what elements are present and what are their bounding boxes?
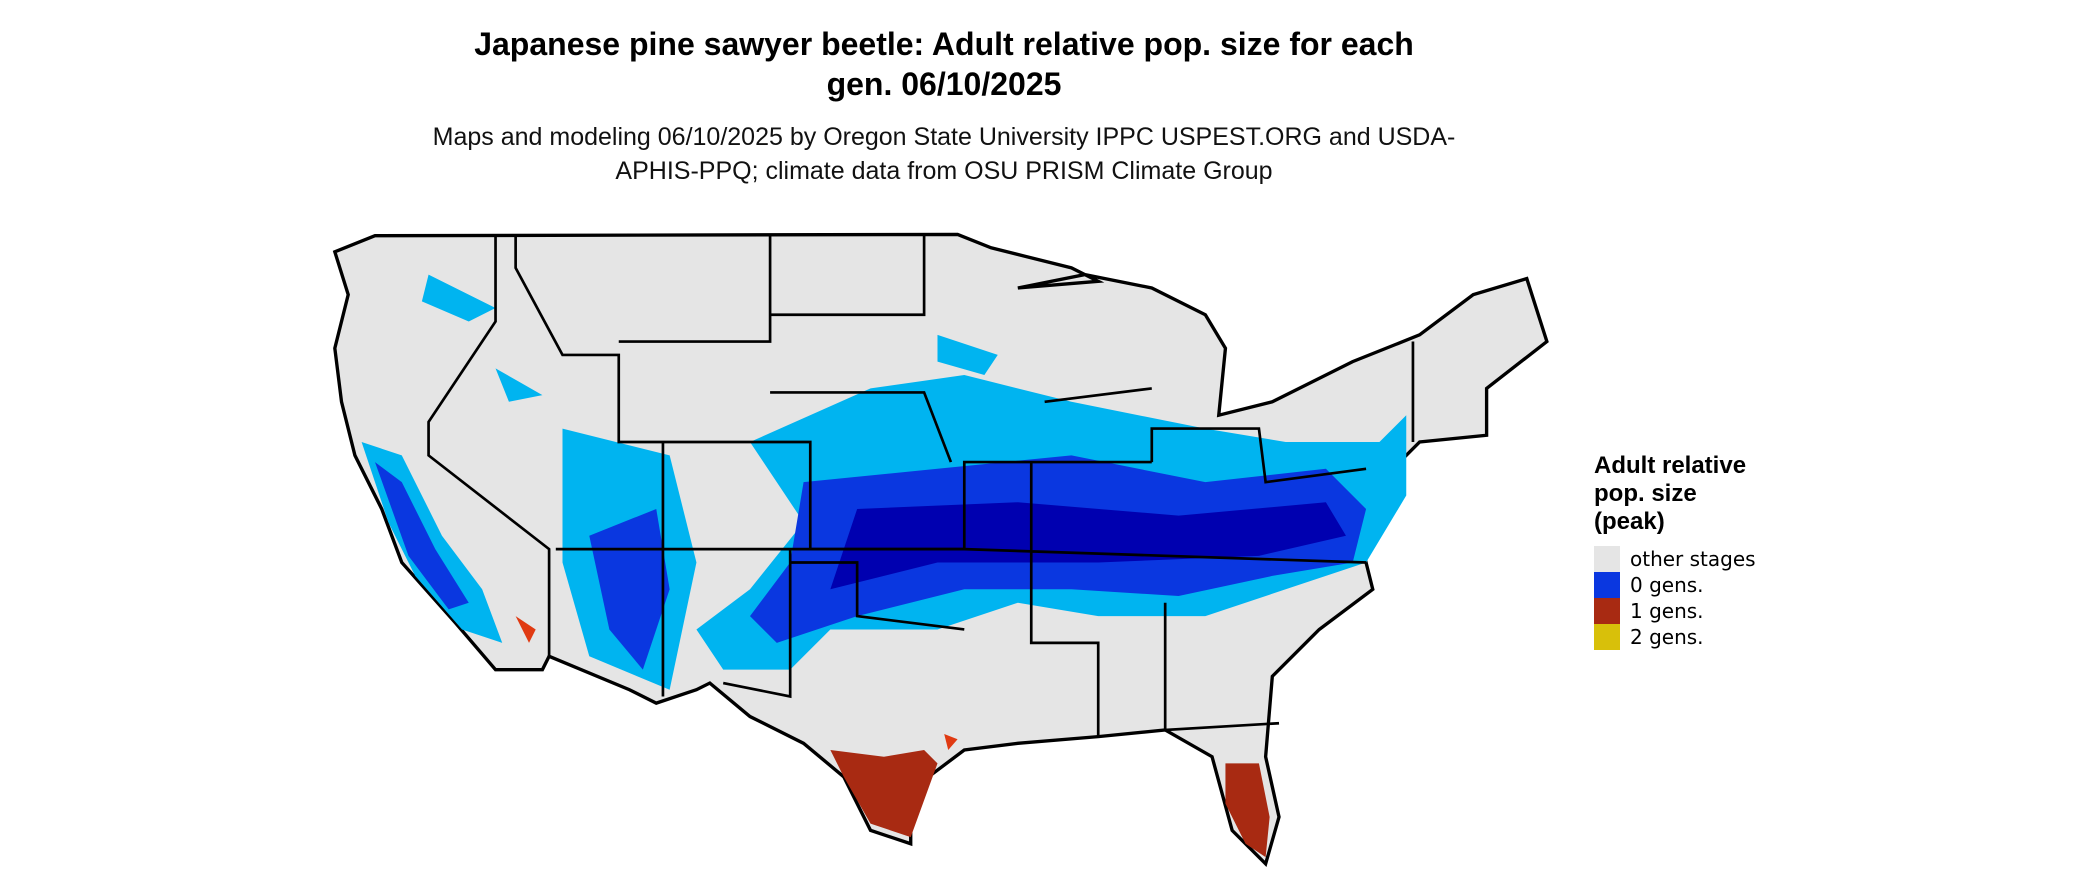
legend-label: 0 gens.	[1630, 573, 1704, 597]
legend-swatch	[1594, 546, 1620, 572]
legend-title: Adult relative pop. size (peak)	[1594, 452, 1747, 535]
legend-swatch	[1594, 572, 1620, 598]
legend-item: other stages	[1594, 546, 1756, 572]
map-subtitle: Maps and modeling 06/10/2025 by Oregon S…	[432, 123, 1456, 185]
legend-item: 0 gens.	[1594, 572, 1756, 598]
state-borders	[427, 235, 1415, 737]
legend: other stages 0 gens. 1 gens. 2 gens.	[1594, 546, 1756, 650]
legend-item: 2 gens.	[1594, 624, 1756, 650]
legend-label: 2 gens.	[1630, 625, 1704, 649]
legend-swatch	[1594, 598, 1620, 624]
legend-swatch	[1594, 624, 1620, 650]
legend-label: other stages	[1630, 547, 1756, 571]
map-title: Japanese pine sawyer beetle: Adult relat…	[474, 26, 1414, 102]
legend-item: 1 gens.	[1594, 598, 1756, 624]
legend-label: 1 gens.	[1630, 599, 1704, 623]
